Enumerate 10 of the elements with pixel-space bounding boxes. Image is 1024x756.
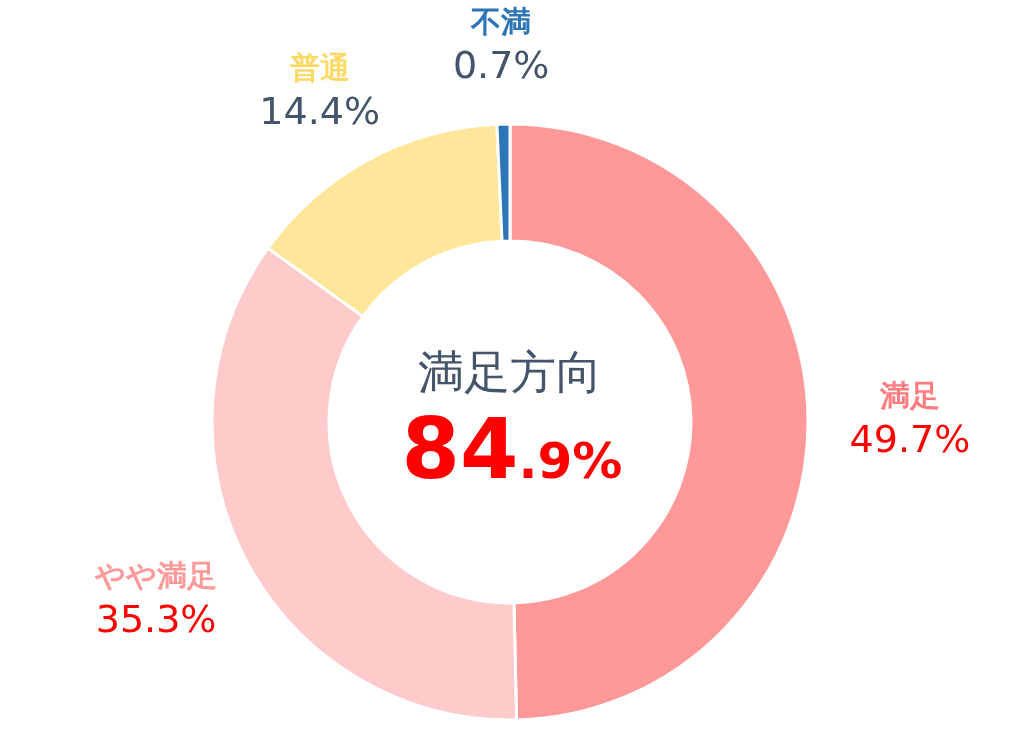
data-label: 14.4%	[259, 88, 381, 133]
data-label: 0.7%	[452, 43, 550, 88]
slice-label: 普通	[289, 49, 350, 85]
text: 84.9%	[401, 400, 623, 498]
slice-label: 不満	[470, 4, 532, 40]
text: 満足方向	[418, 345, 602, 399]
data-label: 49.7%	[849, 416, 971, 461]
slice-label: やや満足	[94, 558, 218, 594]
slice-label: 満足	[878, 377, 940, 413]
data-label: 35.3%	[95, 597, 217, 642]
